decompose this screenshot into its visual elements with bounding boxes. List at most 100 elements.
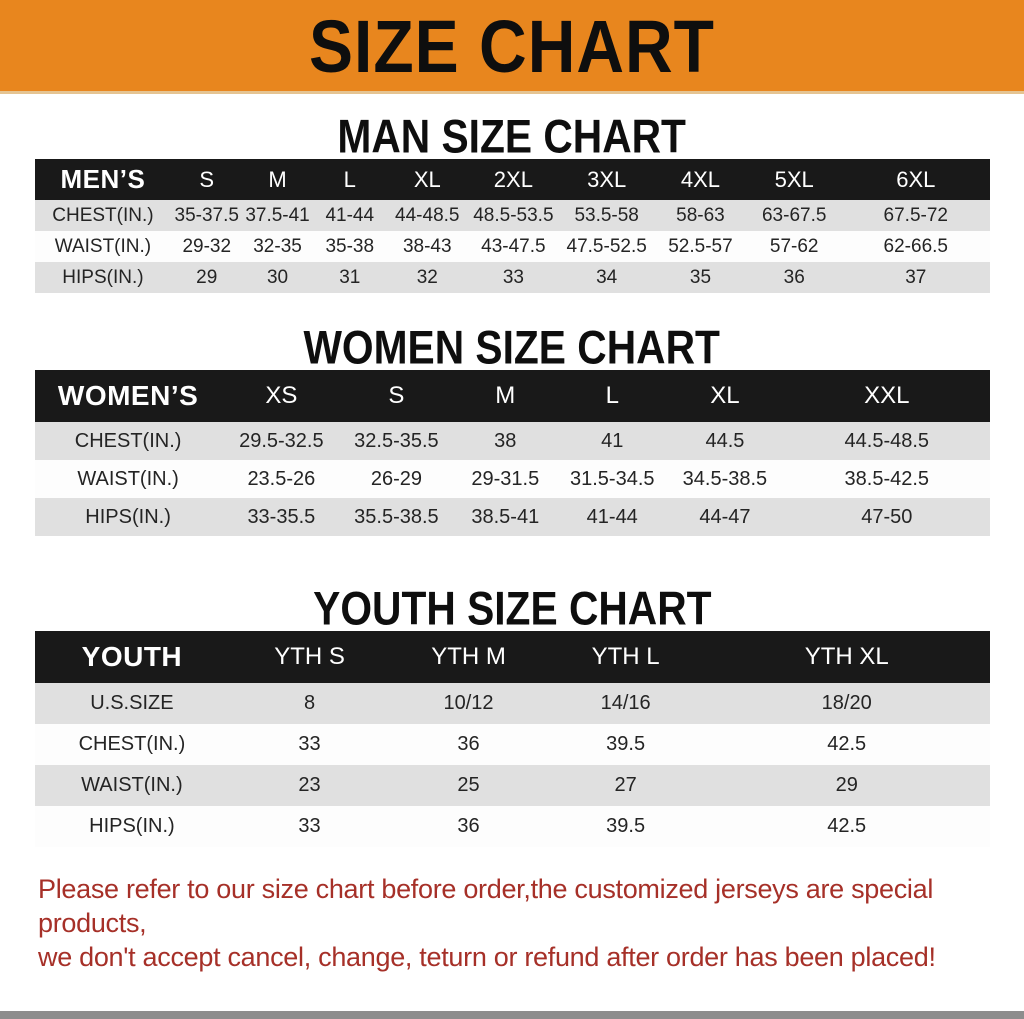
mens-value-cell: 36 — [783, 266, 805, 288]
youth-row-label: HIPS(IN.) — [89, 815, 175, 837]
mens-value-cell: 58-63 — [676, 204, 725, 226]
womens-size-column-header: L — [558, 370, 666, 422]
womens-row-label: CHEST(IN.) — [74, 429, 182, 452]
youth-group-label: YOUTH — [34, 631, 230, 683]
womens-measure-row: CHEST(IN.) 29.5-32.5 32.5-35.5 38 41 44.5 44.5… — [34, 422, 990, 460]
womens-size-column-header: XS — [221, 370, 342, 422]
mens-row-label: WAIST(IN.) — [54, 235, 152, 257]
youth-value-cell: 18/20 — [821, 692, 872, 714]
womens-value-cell: 34.5-38.5 — [682, 467, 768, 490]
mens-size-table: MEN’S S M L XL 2XL 3XL 4XL 5XL 6XL CHEST(IN.) 35-37… — [34, 159, 990, 293]
womens-value-cell: 38.5-42.5 — [844, 467, 930, 490]
mens-group-label: MEN’S — [34, 159, 172, 200]
womens-size-column-header: XXL — [784, 370, 990, 422]
youth-value-cell: 36 — [457, 733, 480, 755]
womens-value-cell: 29-31.5 — [471, 467, 540, 490]
mens-value-cell: 48.5-53.5 — [473, 204, 554, 226]
mens-value-cell: 37.5-41 — [245, 204, 310, 226]
mens-header-row: MEN’S S M L XL 2XL 3XL 4XL 5XL 6XL — [34, 159, 990, 200]
mens-value-cell: 53.5-58 — [574, 204, 639, 226]
youth-value-cell: 27 — [614, 774, 637, 796]
womens-value-cell: 35.5-38.5 — [354, 505, 439, 528]
mens-value-cell: 29-32 — [182, 235, 232, 257]
youth-row-label: CHEST(IN.) — [78, 733, 186, 755]
mens-value-cell: 34 — [596, 266, 618, 288]
mens-measure-row: CHEST(IN.) 35-37.5 37.5-41 41-44 44-48.5 48.5… — [34, 200, 990, 231]
womens-value-cell: 29.5-32.5 — [239, 429, 324, 452]
mens-size-column-header: S — [171, 159, 243, 200]
youth-row-label: U.S.SIZE — [90, 692, 174, 714]
women-section-title: WOMEN SIZE CHART — [303, 321, 721, 374]
disclaimer-line-1: Please refer to our size chart before or… — [38, 874, 934, 938]
mens-value-cell: 35-37.5 — [174, 204, 239, 226]
bottom-divider-bar — [0, 1011, 1024, 1019]
youth-value-cell: 23 — [298, 774, 321, 796]
youth-size-column-header: YTH XL — [703, 631, 990, 683]
mens-value-cell: 47.5-52.5 — [566, 235, 647, 257]
womens-value-cell: 33-35.5 — [247, 505, 316, 528]
mens-measure-row: WAIST(IN.) 29-32 32-35 35-38 38-43 43-47.5 47.… — [34, 231, 990, 262]
womens-measure-row: HIPS(IN.) 33-35.5 35.5-38.5 38.5-41 41-44 44-… — [34, 498, 990, 536]
womens-size-column-header: M — [451, 370, 559, 422]
womens-value-cell: 38 — [494, 429, 517, 452]
youth-value-cell: 8 — [303, 692, 316, 714]
mens-value-cell: 52.5-57 — [668, 235, 733, 257]
womens-row-label: HIPS(IN.) — [85, 505, 171, 528]
mens-value-cell: 38-43 — [402, 235, 452, 257]
youth-value-cell: 25 — [457, 774, 480, 796]
mens-size-column-header: 2XL — [467, 159, 559, 200]
youth-measure-row: HIPS(IN.) 33 36 39.5 42.5 — [34, 806, 990, 847]
womens-row-label: WAIST(IN.) — [77, 467, 179, 490]
mens-size-column-header: 6XL — [842, 159, 990, 200]
womens-size-table: WOMEN’S XS S M L XL XXL CHEST(IN.) 29.5-32.5 32.5… — [34, 370, 990, 536]
mens-value-cell: 35 — [689, 266, 712, 288]
mens-size-column-header: 3XL — [558, 159, 655, 200]
mens-value-cell: 32 — [416, 266, 438, 288]
youth-section-title: YOUTH SIZE CHART — [312, 582, 712, 635]
youth-measure-row: U.S.SIZE 8 10/12 14/16 18/20 — [34, 683, 990, 724]
youth-value-cell: 29 — [835, 774, 858, 796]
youth-value-cell: 42.5 — [827, 815, 867, 837]
youth-value-cell: 39.5 — [606, 733, 646, 755]
mens-size-column-header: 4XL — [654, 159, 747, 200]
womens-value-cell: 44.5 — [705, 429, 745, 452]
mens-value-cell: 29 — [196, 266, 218, 288]
mens-row-label: CHEST(IN.) — [52, 204, 154, 226]
youth-value-cell: 10/12 — [443, 692, 494, 714]
womens-value-cell: 38.5-41 — [471, 505, 540, 528]
youth-size-table: YOUTH YTH S YTH M YTH L YTH XL U.S.SIZE 8 10/12… — [34, 631, 990, 847]
womens-measure-row: WAIST(IN.) 23.5-26 26-29 29-31.5 31.5-34.5 34… — [34, 460, 990, 498]
mens-value-cell: 32-35 — [253, 235, 302, 257]
mens-value-cell: 30 — [266, 266, 289, 288]
mens-value-cell: 63-67.5 — [761, 204, 827, 226]
youth-value-cell: 33 — [298, 815, 321, 837]
mens-value-cell: 43-47.5 — [481, 235, 546, 257]
womens-value-cell: 23.5-26 — [247, 467, 316, 490]
youth-measure-row: WAIST(IN.) 23 25 27 29 — [34, 765, 990, 806]
mens-measure-row: HIPS(IN.) 29 30 31 32 33 34 35 36 37 — [34, 262, 990, 293]
youth-value-cell: 33 — [298, 733, 321, 755]
mens-row-label: HIPS(IN.) — [62, 266, 144, 288]
youth-value-cell: 36 — [457, 815, 480, 837]
womens-value-cell: 44-47 — [699, 505, 751, 528]
womens-value-cell: 41 — [601, 429, 624, 452]
disclaimer-line-2: we don't accept cancel, change, teturn o… — [38, 942, 936, 972]
womens-value-cell: 31.5-34.5 — [569, 467, 655, 490]
mens-value-cell: 44-48.5 — [395, 204, 460, 226]
mens-value-cell: 67.5-72 — [883, 204, 948, 226]
womens-value-cell: 32.5-35.5 — [354, 429, 439, 452]
mens-size-column-header: M — [242, 159, 313, 200]
youth-value-cell: 39.5 — [606, 815, 646, 837]
youth-size-column-header: YTH L — [547, 631, 704, 683]
banner: SIZE CHART — [0, 0, 1024, 94]
mens-size-column-header: 5XL — [746, 159, 843, 200]
disclaimer-text: Please refer to our size chart before or… — [38, 872, 1024, 974]
womens-header-row: WOMEN’S XS S M L XL XXL — [34, 370, 990, 422]
youth-row-label: WAIST(IN.) — [81, 774, 183, 796]
mens-size-column-header: L — [312, 159, 387, 200]
youth-measure-row: CHEST(IN.) 33 36 39.5 42.5 — [34, 724, 990, 765]
womens-value-cell: 47-50 — [861, 505, 913, 528]
womens-size-column-header: S — [341, 370, 452, 422]
womens-size-column-header: XL — [665, 370, 785, 422]
